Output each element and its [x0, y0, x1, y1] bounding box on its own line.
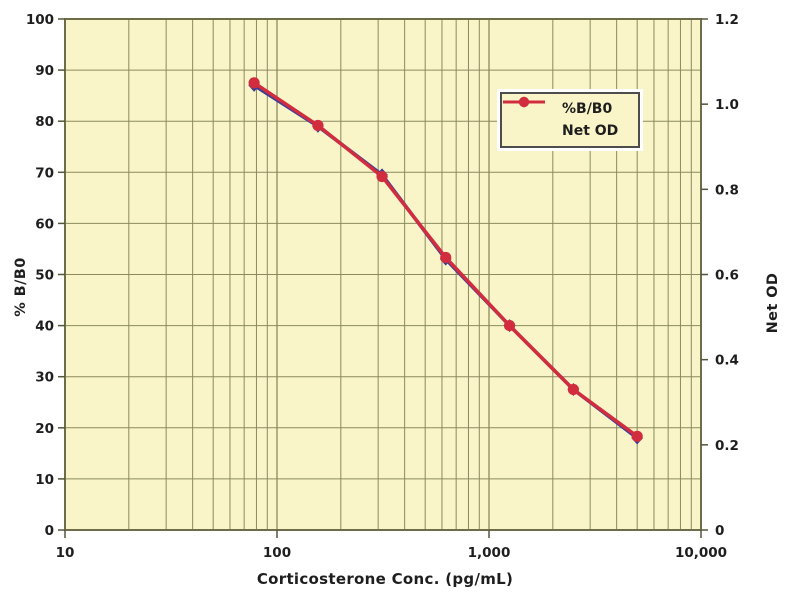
legend-item-net-od: Net OD [503, 96, 634, 139]
y-left-tick-label: 0 [45, 523, 54, 539]
net-od-marker [376, 170, 388, 183]
y-left-tick-label: 70 [35, 165, 54, 181]
y-left-tick-label: 40 [35, 319, 54, 335]
y-right-tick-label: 0 [715, 523, 724, 539]
y-left-tick-label: 30 [35, 370, 54, 386]
y-right-axis-title: Net OD [765, 272, 781, 334]
x-tick-label: 10 [56, 545, 75, 561]
net-od-marker [248, 77, 260, 89]
legend-label-pct-bb0: %B/B0 [562, 101, 613, 117]
net-od-marker [312, 119, 324, 132]
y-left-tick-label: 80 [35, 114, 54, 130]
x-axis-title: Corticosterone Conc. (pg/mL) [256, 570, 514, 588]
x-tick-label: 100 [263, 545, 291, 561]
net-od-marker [567, 383, 579, 396]
y-right-tick-label: 1.2 [715, 12, 739, 28]
x-tick-label: 10,000 [675, 545, 727, 561]
net-od-marker [503, 320, 516, 332]
y-left-tick-label: 50 [35, 268, 54, 284]
net-od-series-swatch [503, 96, 556, 139]
x-tick-label: 1,000 [468, 545, 511, 561]
y-right-tick-label: 0.2 [715, 438, 739, 454]
y-left-tick-label: 10 [35, 472, 54, 488]
legend-swatch-net-od [503, 96, 545, 108]
y-right-tick-label: 1.0 [715, 97, 739, 113]
y-left-tick-label: 100 [26, 12, 54, 28]
y-right-tick-label: 0.4 [715, 353, 739, 369]
y-left-tick-label: 90 [35, 63, 54, 79]
y-left-axis-title: % B/B0 [13, 257, 29, 317]
legend: %B/B0 Net OD [500, 92, 640, 148]
y-right-tick-label: 0.6 [715, 268, 739, 284]
net-od-marker [631, 430, 643, 442]
legend-label-net-od: Net OD [562, 123, 619, 139]
y-left-tick-label: 60 [35, 216, 54, 232]
y-left-tick-label: 20 [35, 421, 54, 437]
net-od-marker [440, 251, 452, 264]
y-right-tick-label: 0.8 [715, 182, 739, 198]
